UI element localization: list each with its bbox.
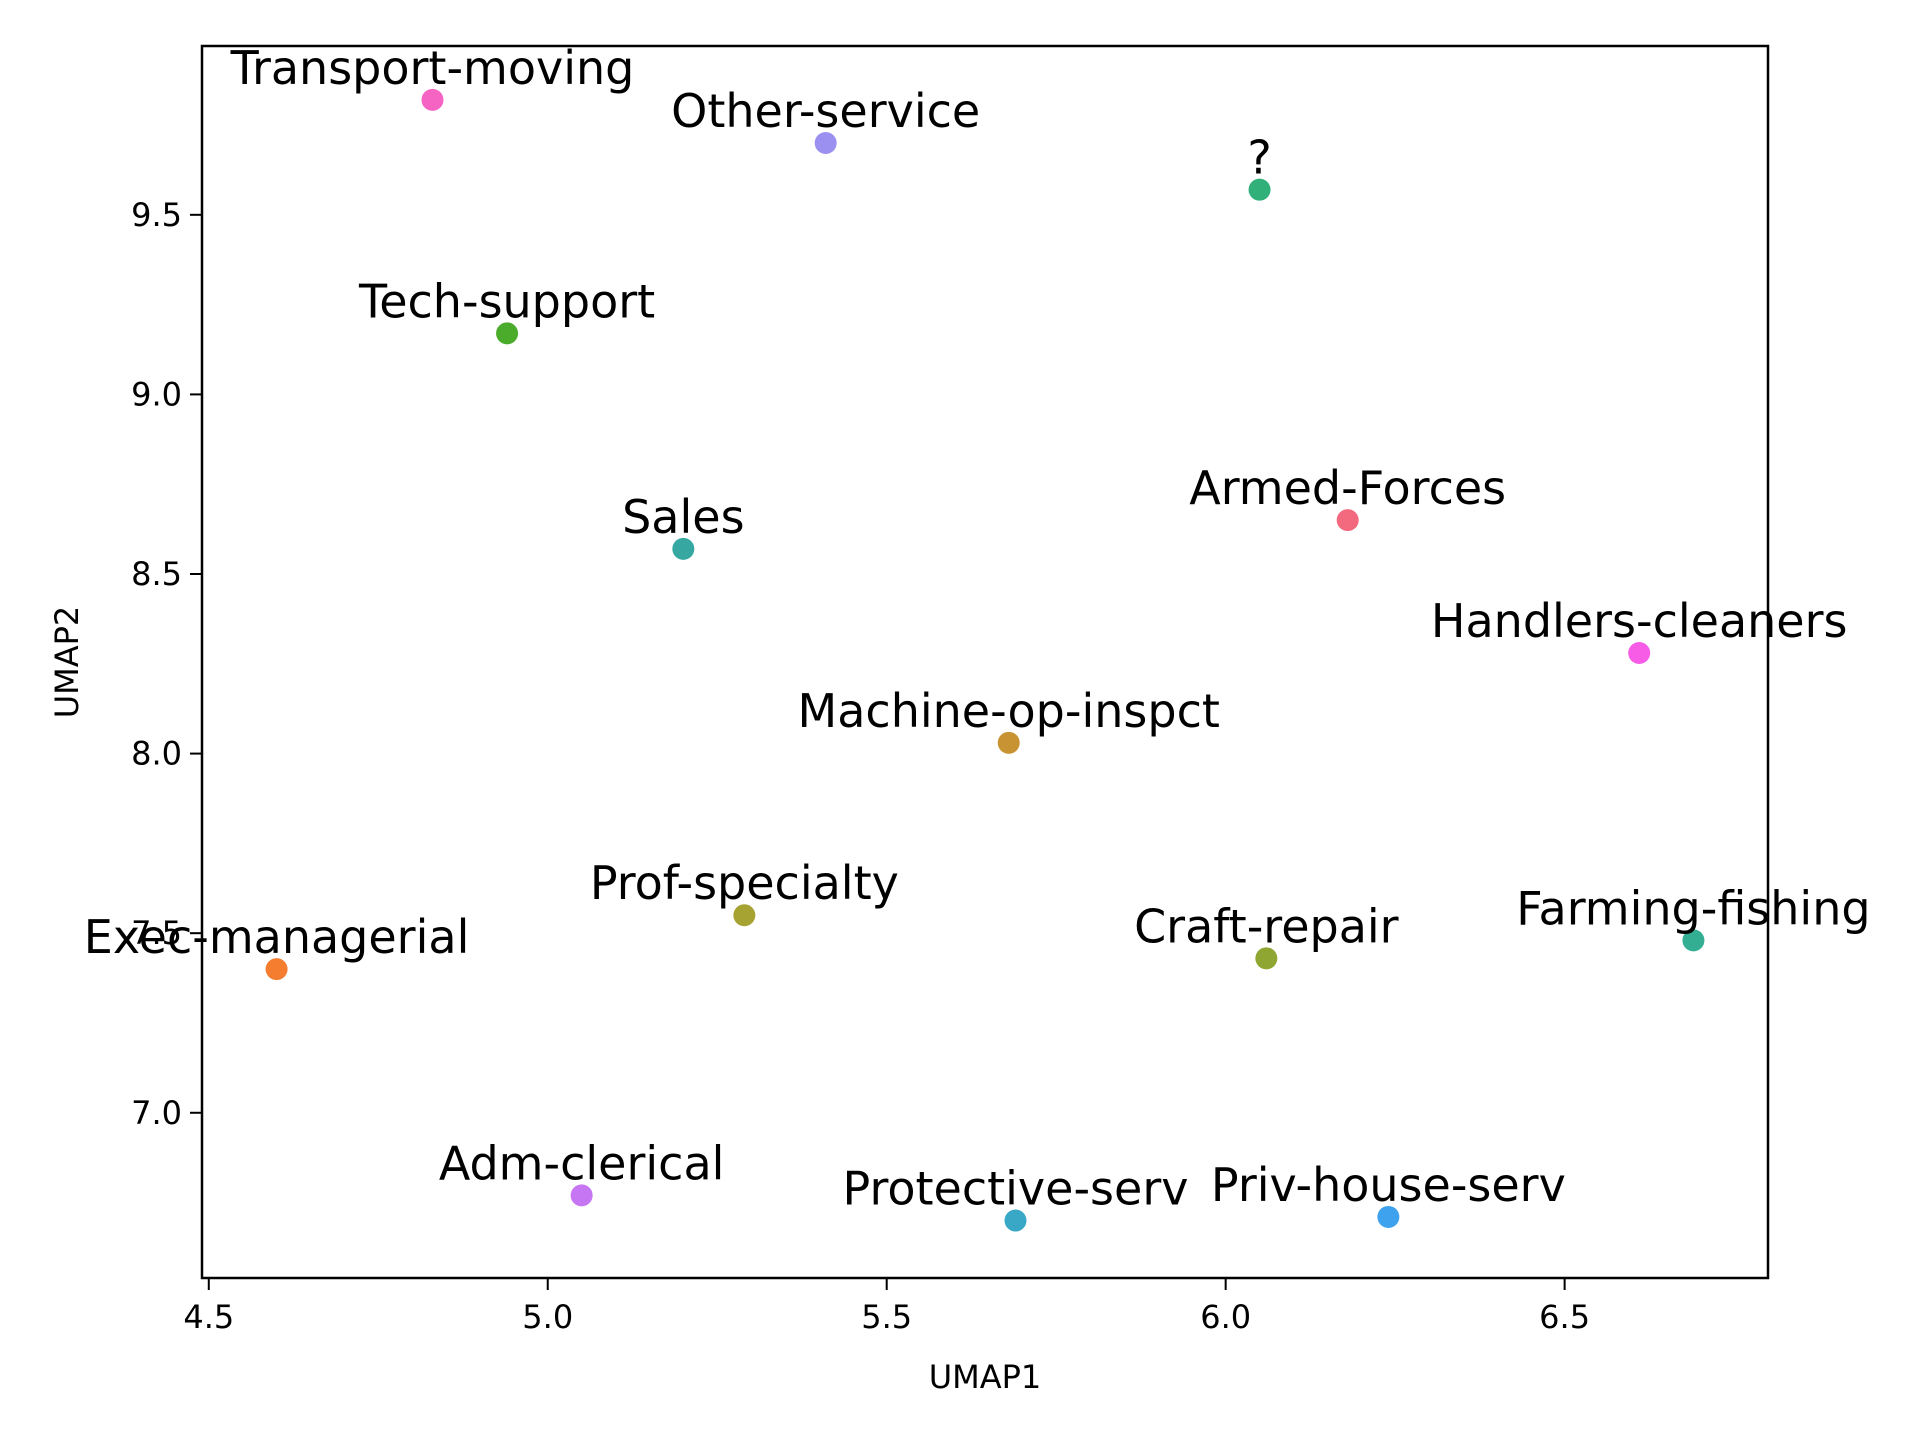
- data-point-label: Exec-managerial: [84, 910, 470, 964]
- data-point: [672, 537, 695, 560]
- data-point-label: Tech-support: [358, 274, 655, 328]
- y-tick-label: 9.0: [131, 375, 182, 413]
- y-tick-label: 8.0: [131, 735, 182, 773]
- data-point-label: Protective-serv: [843, 1162, 1189, 1216]
- data-point-label: Priv-house-serv: [1211, 1158, 1566, 1212]
- point-labels: Transport-moving Other-service? Tech-suppo…: [84, 41, 1871, 1216]
- data-point-label: Prof-specialty: [590, 856, 899, 910]
- data-point: [1682, 929, 1705, 952]
- x-tick-label: 6.5: [1539, 1298, 1590, 1336]
- data-point-label: Handlers-cleaners: [1431, 594, 1848, 648]
- data-point: [496, 322, 519, 345]
- data-point: [733, 904, 756, 927]
- y-tick-label: 8.5: [131, 555, 182, 593]
- data-point-label: Adm-clerical: [439, 1136, 725, 1190]
- data-points: [265, 88, 1705, 1232]
- y-tick-label: 9.5: [131, 196, 182, 234]
- data-point-label: Transport-moving: [230, 41, 635, 95]
- data-point-label: Craft-repair: [1134, 899, 1399, 953]
- x-tick-label: 5.0: [522, 1298, 573, 1336]
- data-point: [1004, 1209, 1027, 1232]
- y-tick-label: 7.5: [131, 914, 182, 952]
- data-point: [997, 731, 1020, 754]
- data-point-label: Farming-fishing: [1516, 881, 1870, 935]
- data-point: [1628, 642, 1651, 665]
- axis-ticks: 4.5 5.0 5.5 6.0 6.5 7.0 7.5 8.0 8.5 9.0 9.5: [131, 196, 1590, 1336]
- x-tick-label: 4.5: [183, 1298, 234, 1336]
- data-point-label: Sales: [622, 490, 744, 544]
- x-tick-label: 5.5: [861, 1298, 912, 1336]
- data-point: [1336, 509, 1359, 532]
- x-tick-label: 6.0: [1200, 1298, 1251, 1336]
- data-point: [570, 1184, 593, 1207]
- data-point: [814, 131, 837, 154]
- data-point-label: Other-service: [671, 84, 980, 138]
- data-point: [1248, 178, 1271, 201]
- data-point-label: Armed-Forces: [1189, 461, 1506, 515]
- data-point: [265, 958, 288, 981]
- x-axis-label: UMAP1: [929, 1358, 1042, 1396]
- data-point-label: ?: [1247, 131, 1271, 185]
- y-axis-label: UMAP2: [48, 606, 86, 719]
- y-tick-label: 7.0: [131, 1094, 182, 1132]
- plot-frame: [200, 44, 1770, 1280]
- data-point-label: Machine-op-inspct: [798, 684, 1220, 738]
- data-point: [1255, 947, 1278, 970]
- data-point: [421, 88, 444, 111]
- data-point: [1377, 1205, 1400, 1228]
